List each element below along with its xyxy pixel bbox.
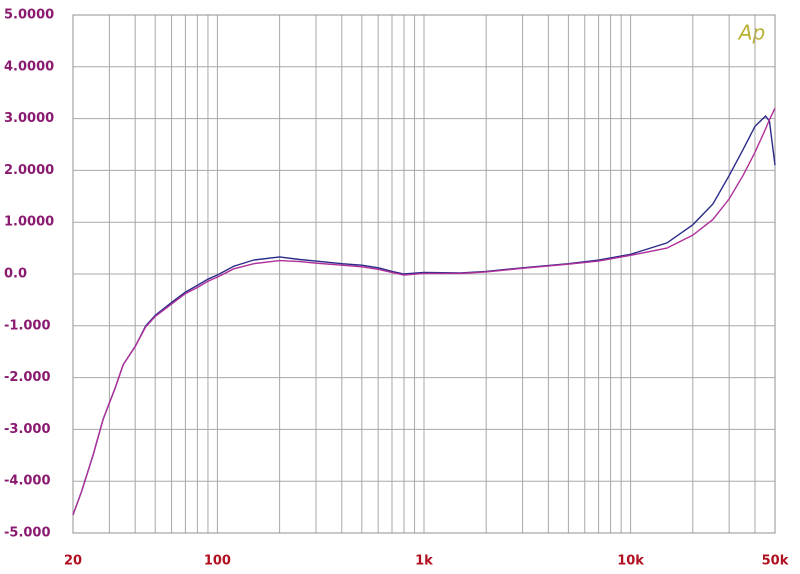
y-tick-label: -4.000: [4, 474, 51, 489]
y-tick-label: -2.000: [4, 370, 51, 385]
y-tick-label: 1.0000: [4, 215, 54, 230]
y-tick-label: -3.000: [4, 422, 51, 437]
x-tick-label: 20: [64, 554, 82, 569]
line-series: [72, 107, 776, 516]
y-tick-label: -1.000: [4, 318, 51, 333]
x-tick-label: 10k: [617, 554, 644, 569]
y-tick-label: 5.0000: [4, 8, 54, 23]
x-tick-label: 1k: [415, 554, 433, 569]
y-tick-label: 2.0000: [4, 163, 54, 178]
y-tick-label: 0.0: [4, 267, 27, 282]
plot-frame: [72, 14, 776, 534]
x-tick-label: 100: [204, 554, 231, 569]
y-tick-label: -5.000: [4, 526, 51, 541]
y-tick-label: 4.0000: [4, 59, 54, 74]
logo: Ap: [737, 21, 765, 45]
x-tick-label: 50k: [762, 554, 789, 569]
y-tick-label: 3.0000: [4, 111, 54, 126]
